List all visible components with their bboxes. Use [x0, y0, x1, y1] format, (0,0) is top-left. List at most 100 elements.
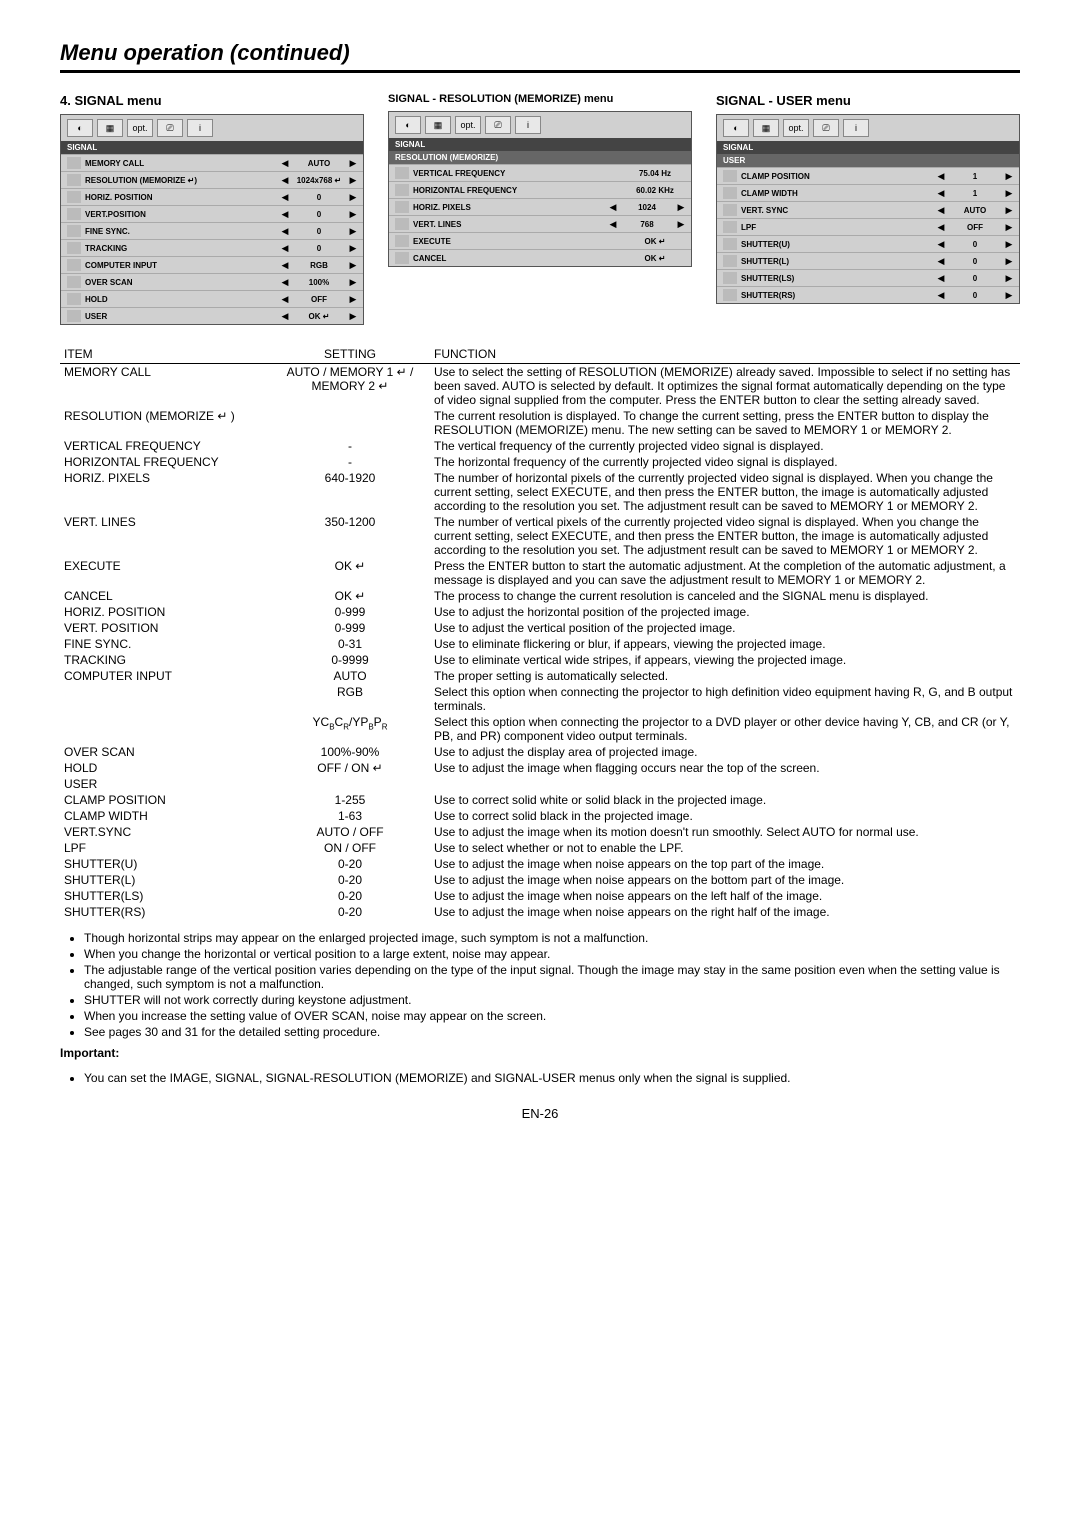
- osd-row: HOLD◀OFF▶: [61, 290, 363, 307]
- row-value: 0: [945, 240, 1005, 249]
- row-icon: [395, 235, 409, 247]
- table-row: HORIZ. PIXELS640-1920The number of horiz…: [60, 470, 1020, 514]
- cell-item: VERT. LINES: [60, 514, 270, 558]
- page-number: EN-26: [60, 1106, 1020, 1121]
- cell-setting: 0-20: [270, 872, 430, 888]
- osd-sublabel: USER: [717, 154, 1019, 167]
- note-item: See pages 30 and 31 for the detailed set…: [84, 1024, 1020, 1040]
- table-row: HORIZ. POSITION0-999Use to adjust the ho…: [60, 604, 1020, 620]
- cell-setting: 0-20: [270, 904, 430, 920]
- row-value: 75.04 Hz: [625, 169, 685, 178]
- row-label: RESOLUTION (MEMORIZE ↵): [85, 176, 281, 185]
- arrow-left-icon: ◀: [937, 188, 945, 199]
- cell-function: Select this option when connecting the p…: [430, 684, 1020, 714]
- cell-setting: 0-31: [270, 636, 430, 652]
- osd-previews: 4. SIGNAL menu ◐▦opt.⎚i SIGNAL MEMORY CA…: [60, 93, 1020, 325]
- important-label: Important:: [60, 1046, 1020, 1060]
- osd-tab-icon: opt.: [127, 119, 153, 137]
- osd-row: FINE SYNC.◀0▶: [61, 222, 363, 239]
- cell-function: Use to eliminate flickering or blur, if …: [430, 636, 1020, 652]
- note-item: The adjustable range of the vertical pos…: [84, 962, 1020, 992]
- cell-function: [430, 776, 1020, 792]
- row-icon: [67, 191, 81, 203]
- arrow-right-icon: ▶: [677, 202, 685, 213]
- cell-item: TRACKING: [60, 652, 270, 668]
- arrow-right-icon: ▶: [1005, 239, 1013, 250]
- cell-setting: 100%-90%: [270, 744, 430, 760]
- note-item: When you change the horizontal or vertic…: [84, 946, 1020, 962]
- important-list: You can set the IMAGE, SIGNAL, SIGNAL-RE…: [60, 1070, 1020, 1086]
- arrow-right-icon: ▶: [349, 277, 357, 288]
- row-value: 0: [945, 291, 1005, 300]
- osd-row: TRACKING◀0▶: [61, 239, 363, 256]
- arrow-left-icon: ◀: [281, 209, 289, 220]
- osd-tab-icon: ◐: [395, 116, 421, 134]
- row-label: HORIZ. POSITION: [85, 193, 281, 202]
- osd-row: SHUTTER(LS)◀0▶: [717, 269, 1019, 286]
- cell-item: CLAMP POSITION: [60, 792, 270, 808]
- cell-setting: 640-1920: [270, 470, 430, 514]
- cell-setting: 0-999: [270, 620, 430, 636]
- row-value: 1024x768 ↵: [289, 176, 349, 185]
- row-label: SHUTTER(L): [741, 257, 937, 266]
- cell-function: Use to adjust the image when noise appea…: [430, 872, 1020, 888]
- cell-item: COMPUTER INPUT: [60, 668, 270, 684]
- row-label: SHUTTER(RS): [741, 291, 937, 300]
- row-label: VERTICAL FREQUENCY: [413, 169, 625, 178]
- cell-function: Use to eliminate vertical wide stripes, …: [430, 652, 1020, 668]
- table-row: CANCELOK ↵The process to change the curr…: [60, 588, 1020, 604]
- table-row: CLAMP WIDTH1-63Use to correct solid blac…: [60, 808, 1020, 824]
- table-row: VERTICAL FREQUENCY-The vertical frequenc…: [60, 438, 1020, 454]
- cell-item: CANCEL: [60, 588, 270, 604]
- row-icon: [67, 293, 81, 305]
- table-row: EXECUTEOK ↵Press the ENTER button to sta…: [60, 558, 1020, 588]
- cell-setting: 1-63: [270, 808, 430, 824]
- osd-tab-icon: i: [515, 116, 541, 134]
- osd-row: HORIZ. POSITION◀0▶: [61, 188, 363, 205]
- row-label: HOLD: [85, 295, 281, 304]
- table-row: USER: [60, 776, 1020, 792]
- row-value: OK ↵: [625, 237, 685, 246]
- arrow-right-icon: ▶: [1005, 205, 1013, 216]
- osd-label: SIGNAL: [717, 141, 1019, 154]
- row-icon: [723, 170, 737, 182]
- row-value: AUTO: [289, 159, 349, 168]
- row-icon: [67, 276, 81, 288]
- arrow-right-icon: ▶: [349, 260, 357, 271]
- row-label: VERT. SYNC: [741, 206, 937, 215]
- table-row: FINE SYNC.0-31Use to eliminate flickerin…: [60, 636, 1020, 652]
- th-item: ITEM: [60, 345, 270, 364]
- table-row: HORIZONTAL FREQUENCY-The horizontal freq…: [60, 454, 1020, 470]
- cell-setting: YCBCR/YPBPR: [270, 714, 430, 744]
- table-row: SHUTTER(U)0-20Use to adjust the image wh…: [60, 856, 1020, 872]
- cell-item: HORIZ. POSITION: [60, 604, 270, 620]
- cell-item: EXECUTE: [60, 558, 270, 588]
- table-row: LPFON / OFFUse to select whether or not …: [60, 840, 1020, 856]
- row-value: 1: [945, 172, 1005, 181]
- arrow-left-icon: ◀: [281, 243, 289, 254]
- row-icon: [395, 252, 409, 264]
- important-item: You can set the IMAGE, SIGNAL, SIGNAL-RE…: [84, 1070, 1020, 1086]
- osd-label: SIGNAL: [389, 138, 691, 151]
- osd-tab-icon: ⎚: [813, 119, 839, 137]
- osd-sublabel: RESOLUTION (MEMORIZE): [389, 151, 691, 164]
- cell-item: MEMORY CALL: [60, 364, 270, 409]
- cell-setting: AUTO / MEMORY 1 ↵ / MEMORY 2 ↵: [270, 364, 430, 409]
- arrow-left-icon: ◀: [281, 277, 289, 288]
- row-value: OK ↵: [625, 254, 685, 263]
- arrow-left-icon: ◀: [281, 260, 289, 271]
- arrow-left-icon: ◀: [281, 311, 289, 322]
- row-icon: [723, 187, 737, 199]
- table-row: VERT. LINES350-1200The number of vertica…: [60, 514, 1020, 558]
- osd-tab-icon: ◐: [723, 119, 749, 137]
- arrow-left-icon: ◀: [937, 256, 945, 267]
- arrow-right-icon: ▶: [349, 294, 357, 305]
- cell-function: Use to adjust the display area of projec…: [430, 744, 1020, 760]
- osd-row: CLAMP WIDTH◀1▶: [717, 184, 1019, 201]
- osd-tab-icon: i: [187, 119, 213, 137]
- arrow-right-icon: ▶: [349, 311, 357, 322]
- row-value: 60.02 KHz: [625, 186, 685, 195]
- row-value: 0: [945, 274, 1005, 283]
- row-icon: [723, 204, 737, 216]
- row-label: CANCEL: [413, 254, 625, 263]
